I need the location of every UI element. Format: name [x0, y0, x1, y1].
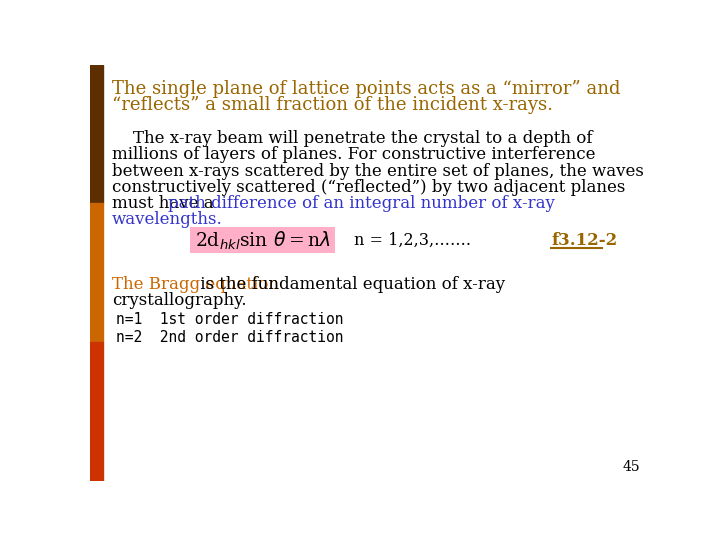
Text: n=2  2nd order diffraction: n=2 2nd order diffraction	[117, 330, 344, 345]
Bar	[90, 204, 103, 342]
Text: millions of layers of planes. For constructive interference: millions of layers of planes. For constr…	[112, 146, 595, 164]
Bar	[90, 65, 103, 204]
Text: $\mathregular{2d}_{hkl}\mathregular{sin\ }\theta\mathregular{= n}\lambda$: $\mathregular{2d}_{hkl}\mathregular{sin\…	[194, 229, 330, 252]
Text: crystallography.: crystallography.	[112, 292, 246, 309]
Text: constructively scattered (“reflected”) by two adjacent planes: constructively scattered (“reflected”) b…	[112, 179, 625, 196]
Text: between x-rays scattered by the entire set of planes, the waves: between x-rays scattered by the entire s…	[112, 163, 644, 180]
Text: n=1  1st order diffraction: n=1 1st order diffraction	[117, 312, 344, 327]
Text: The single plane of lattice points acts as a “mirror” and: The single plane of lattice points acts …	[112, 80, 620, 98]
Text: must have a: must have a	[112, 195, 219, 212]
Text: f3.12-2: f3.12-2	[551, 232, 617, 249]
Text: The x-ray beam will penetrate the crystal to a depth of: The x-ray beam will penetrate the crysta…	[112, 130, 593, 147]
FancyBboxPatch shape	[190, 227, 335, 253]
Text: n = 1,2,3,…….: n = 1,2,3,…….	[354, 232, 470, 249]
Text: The Bragg equation: The Bragg equation	[112, 276, 279, 293]
Text: is the fundamental equation of x-ray: is the fundamental equation of x-ray	[195, 276, 505, 293]
Bar	[90, 342, 103, 481]
Text: path difference of an integral number of x-ray: path difference of an integral number of…	[168, 195, 555, 212]
Text: wavelengths.: wavelengths.	[112, 211, 222, 228]
Text: “reflects” a small fraction of the incident x-rays.: “reflects” a small fraction of the incid…	[112, 96, 553, 114]
Text: 45: 45	[623, 461, 640, 475]
